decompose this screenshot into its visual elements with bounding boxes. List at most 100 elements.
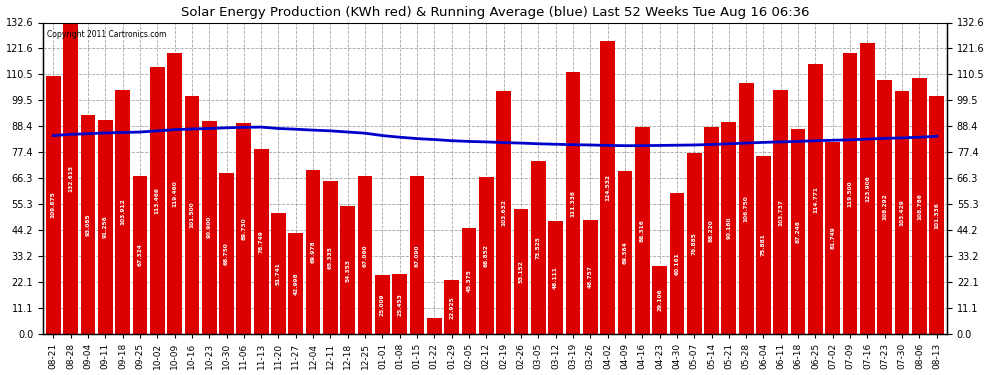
Bar [860,43,875,334]
Bar [895,91,910,334]
Text: 88.316: 88.316 [640,219,644,242]
Bar [46,76,60,334]
Bar [149,68,164,334]
Text: 87.248: 87.248 [796,220,801,243]
Text: 103.429: 103.429 [900,199,905,226]
Text: 66.852: 66.852 [484,244,489,267]
Bar [167,53,182,334]
Text: 119.500: 119.500 [847,180,852,207]
Bar [63,22,78,334]
Text: 81.749: 81.749 [831,227,836,249]
Text: 90.160: 90.160 [727,217,732,240]
Text: 67.324: 67.324 [138,244,143,267]
Text: 108.786: 108.786 [917,193,922,220]
Text: 51.741: 51.741 [276,262,281,285]
Text: 119.460: 119.460 [172,180,177,207]
Text: 103.912: 103.912 [120,199,125,225]
Bar [583,220,598,334]
Text: 123.906: 123.906 [865,175,870,202]
Text: 25.453: 25.453 [397,293,402,316]
Text: 113.466: 113.466 [154,188,159,214]
Text: 101.336: 101.336 [935,202,940,228]
Bar [202,120,217,334]
Text: 60.161: 60.161 [674,252,679,275]
Bar [842,53,857,334]
Bar [271,213,286,334]
Bar [184,96,199,334]
Text: 101.500: 101.500 [189,202,194,228]
Bar [756,156,771,334]
Text: 108.292: 108.292 [882,194,887,220]
Bar [306,170,321,334]
Bar [687,153,702,334]
Bar [635,127,649,334]
Text: 91.256: 91.256 [103,216,108,238]
Bar [133,176,148,334]
Bar [496,91,511,334]
Bar [445,280,459,334]
Text: 45.375: 45.375 [466,269,471,292]
Text: 89.730: 89.730 [242,217,247,240]
Bar [427,318,442,334]
Bar [479,177,494,334]
Bar [704,127,719,334]
Bar [669,193,684,334]
Bar [930,96,944,334]
Bar [826,142,841,334]
Bar [531,161,545,334]
Bar [722,122,737,334]
Text: 78.749: 78.749 [258,230,263,253]
Bar [600,42,615,334]
Bar [410,177,425,334]
Text: 67.090: 67.090 [415,244,420,267]
Text: 132.615: 132.615 [68,165,73,192]
Text: 69.978: 69.978 [311,241,316,263]
Text: 103.632: 103.632 [501,199,506,226]
Bar [791,129,806,334]
Text: 124.532: 124.532 [605,174,610,201]
Bar [565,72,580,334]
Text: 73.525: 73.525 [536,236,541,259]
Text: 22.925: 22.925 [449,296,454,319]
Bar [739,83,753,334]
Text: 42.998: 42.998 [293,272,298,295]
Text: 76.885: 76.885 [692,232,697,255]
Bar [375,275,390,334]
Bar [253,149,268,334]
Bar [288,233,303,334]
Bar [341,206,355,334]
Text: 67.090: 67.090 [362,244,367,267]
Text: 65.335: 65.335 [328,246,333,269]
Bar [912,78,927,334]
Text: 54.353: 54.353 [346,259,350,282]
Text: 114.771: 114.771 [813,186,818,213]
Bar [877,80,892,334]
Bar [392,274,407,334]
Text: 111.336: 111.336 [570,190,575,217]
Title: Solar Energy Production (KWh red) & Running Average (blue) Last 52 Weeks Tue Aug: Solar Energy Production (KWh red) & Runn… [181,6,809,18]
Text: 106.750: 106.750 [743,195,748,222]
Text: 48.111: 48.111 [553,266,558,289]
Bar [773,90,788,334]
Bar [357,177,372,334]
Text: 53.152: 53.152 [519,260,524,283]
Bar [548,221,563,334]
Text: 48.757: 48.757 [588,266,593,288]
Bar [219,172,234,334]
Text: 93.085: 93.085 [85,213,90,236]
Bar [652,266,667,334]
Bar [618,171,633,334]
Text: 25.009: 25.009 [380,294,385,316]
Bar [98,120,113,334]
Bar [514,209,529,334]
Bar [323,181,338,334]
Bar [461,228,476,334]
Bar [115,90,130,334]
Bar [808,64,823,334]
Text: 29.106: 29.106 [657,289,662,311]
Text: 109.875: 109.875 [50,192,55,218]
Bar [237,123,251,334]
Text: 68.750: 68.750 [224,242,229,265]
Text: Copyright 2011 Cartronics.com: Copyright 2011 Cartronics.com [48,30,166,39]
Text: 88.220: 88.220 [709,219,714,242]
